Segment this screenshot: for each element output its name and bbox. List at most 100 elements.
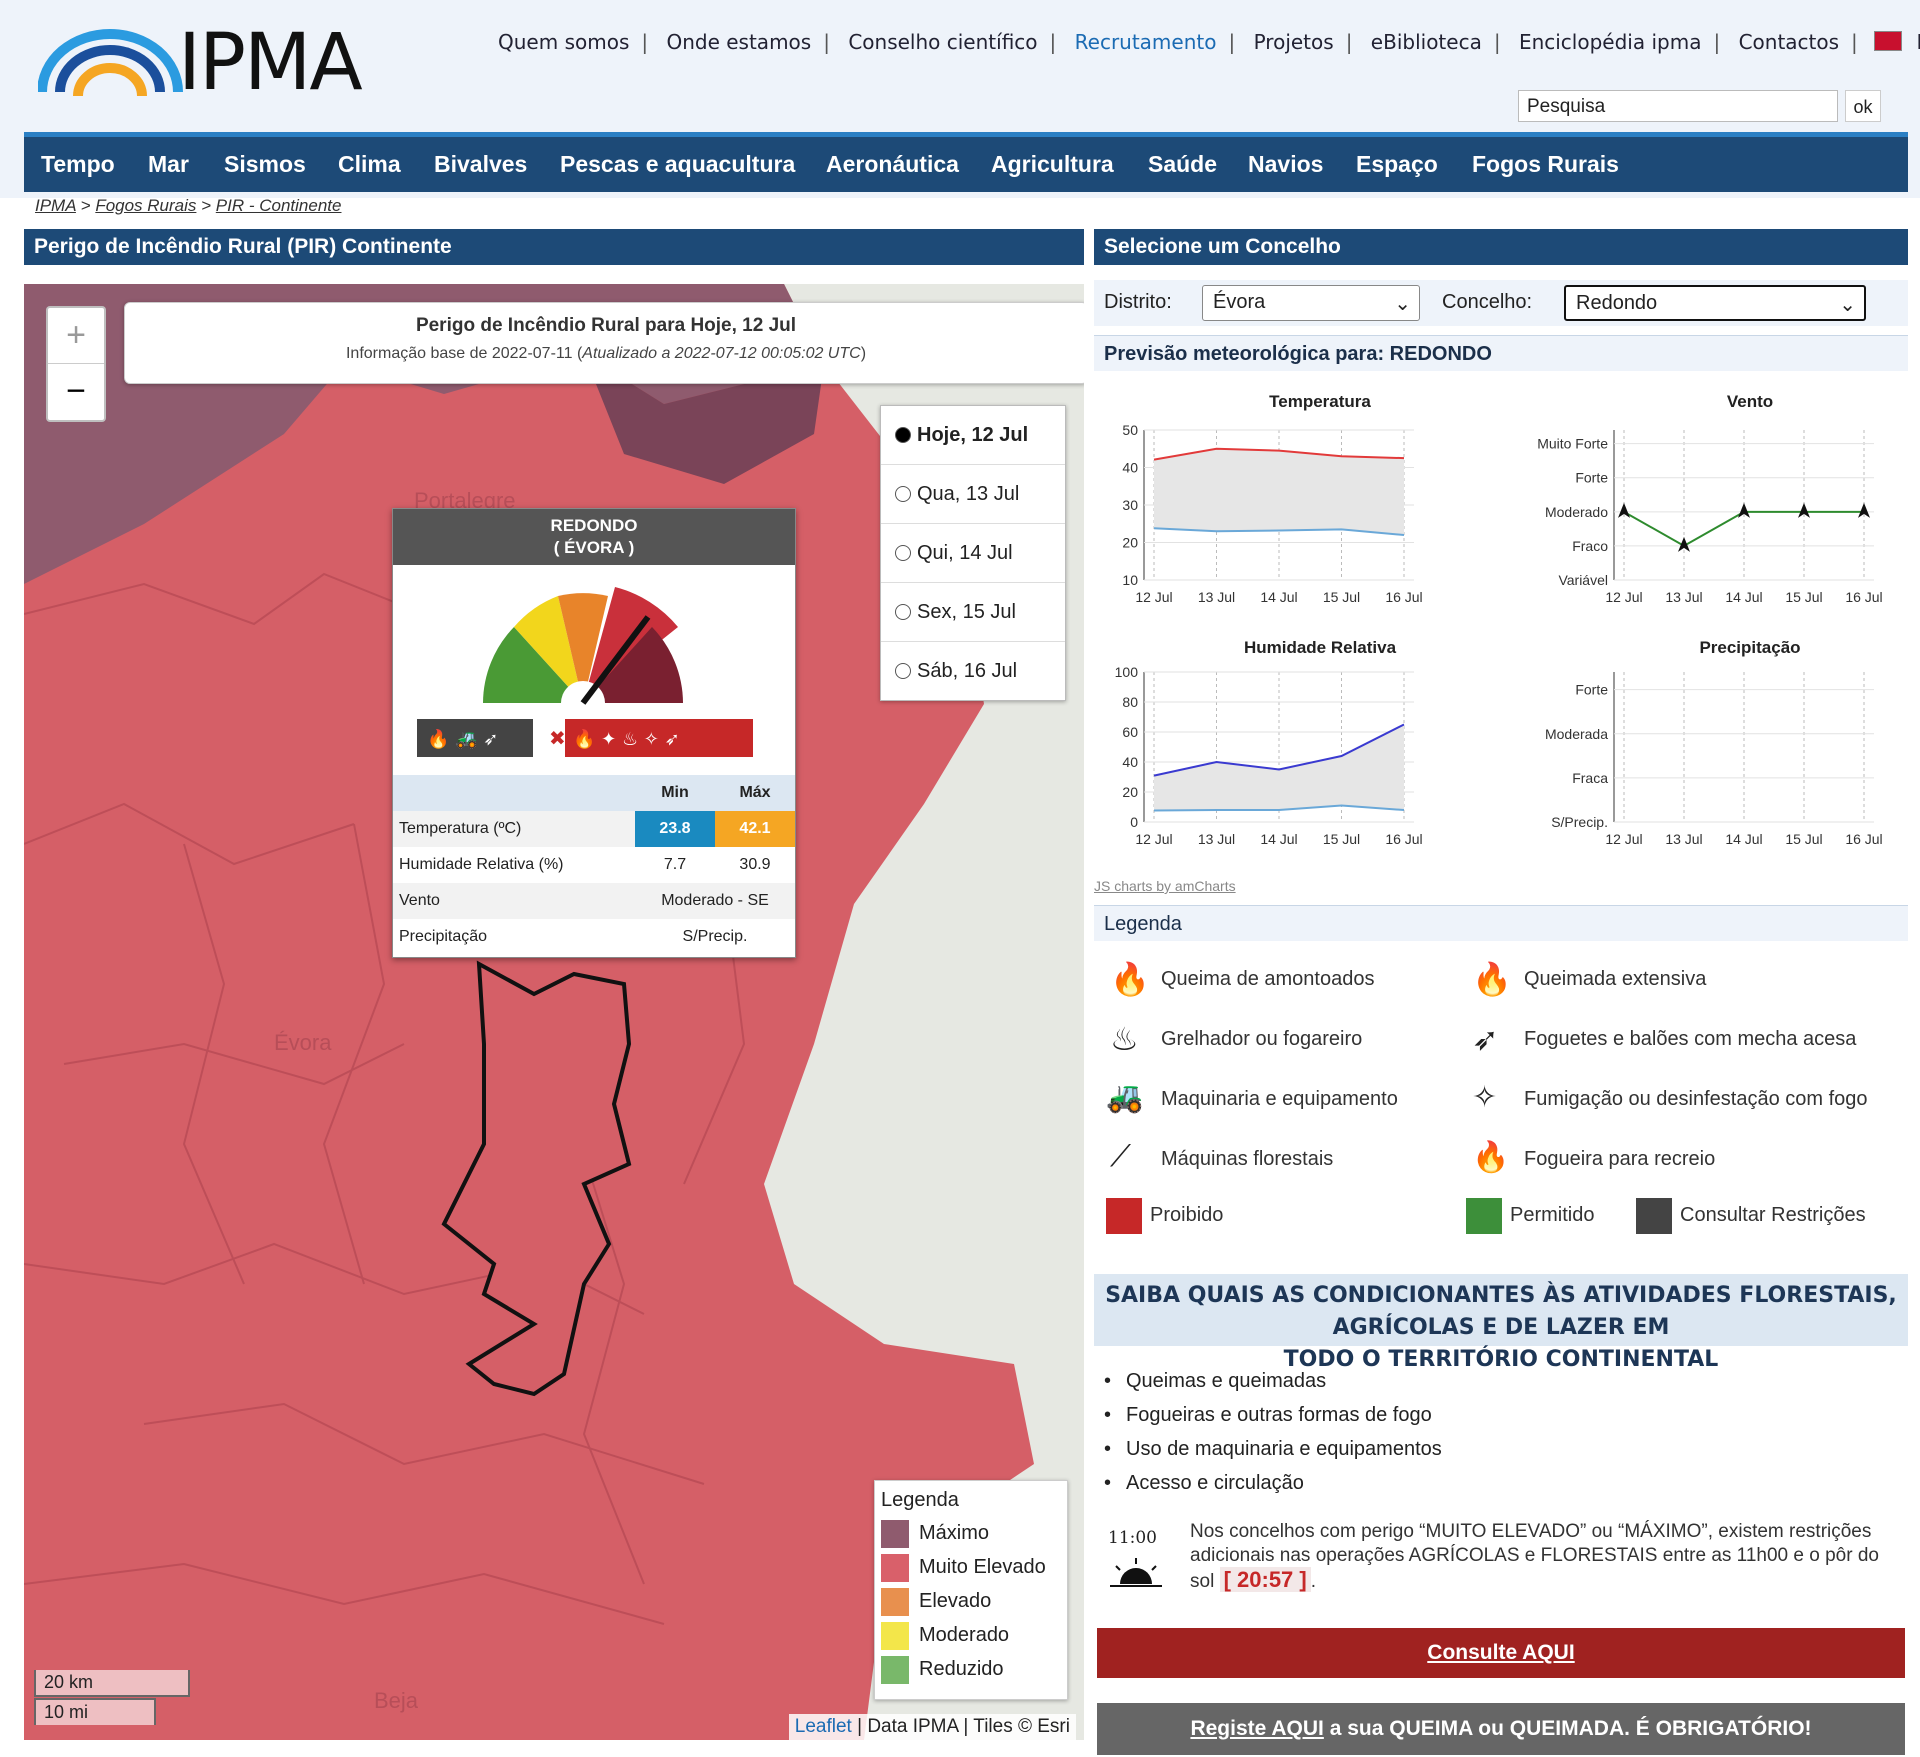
bullet-item[interactable]: Fogueiras e outras formas de fogo [1104, 1404, 1432, 1427]
nav-aeronautica[interactable]: Aeronáutica [826, 151, 959, 177]
x-tick-label: 16 Jul [1385, 831, 1422, 847]
nav-bivalves[interactable]: Bivalves [434, 151, 528, 177]
nav-fogos-rurais[interactable]: Fogos Rurais [1472, 151, 1619, 177]
nav-agricultura[interactable]: Agricultura [991, 151, 1114, 177]
bullet-item[interactable]: Acesso e circulação [1104, 1472, 1304, 1495]
nav-mar[interactable]: Mar [148, 151, 189, 177]
nav-sismos[interactable]: Sismos [224, 151, 306, 177]
radio-icon [895, 486, 911, 502]
wind-arrow-icon [1678, 536, 1690, 552]
fumigation-icon: ✧ [1472, 1081, 1498, 1114]
svg-text:🔥 🚜 ➶: 🔥 🚜 ➶ [427, 728, 498, 750]
x-tick-label: 13 Jul [1198, 589, 1235, 605]
consulte-button[interactable]: Consulte AQUI [1097, 1628, 1905, 1678]
link-enciclopedia[interactable]: Enciclopédia ipma [1518, 30, 1702, 54]
day-option[interactable]: Sex, 15 Jul [881, 583, 1065, 642]
x-tick-label: 13 Jul [1665, 831, 1702, 847]
series-line [1153, 447, 1405, 461]
zoom-control: + − [46, 306, 106, 422]
link-ebiblioteca[interactable]: eBiblioteca [1370, 30, 1482, 54]
nav-saude[interactable]: Saúde [1148, 151, 1218, 177]
registe-button[interactable]: Registe AQUI a sua QUEIMA ou QUEIMADA. É… [1097, 1703, 1905, 1755]
nav-clima[interactable]: Clima [338, 151, 401, 177]
x-tick-label: 14 Jul [1725, 831, 1762, 847]
sunset-icon [1110, 1558, 1162, 1587]
swatch-proibido [1106, 1198, 1142, 1234]
link-english[interactable]: English [1909, 30, 1920, 54]
x-tick-label: 14 Jul [1260, 589, 1297, 605]
y-tick-label: 40 [1122, 460, 1138, 476]
chevron-down-icon: ⌄ [1394, 293, 1411, 315]
x-tick-label: 12 Jul [1135, 831, 1172, 847]
clock-time: 11:00 [1108, 1528, 1157, 1548]
day-option[interactable]: Qui, 14 Jul [881, 524, 1065, 583]
legend-swatch-label: Consultar Restrições [1680, 1204, 1866, 1226]
campfire-icon: 🔥 [1472, 1141, 1510, 1174]
link-onde-estamos[interactable]: Onde estamos [666, 30, 812, 54]
sunset-time: [ 20:57 ] [1219, 1567, 1311, 1592]
legend-swatch-label: Proibido [1150, 1204, 1224, 1226]
wind-arrow-icon [1738, 502, 1750, 518]
breadcrumb: IPMA > Fogos Rurais > PIR - Continente [35, 196, 342, 215]
fire-risk-map[interactable]: Portalegre Évora Beja + − Perigo de Incê… [24, 284, 1084, 1740]
bullet-item[interactable]: Queimas e queimadas [1104, 1370, 1326, 1393]
link-projetos[interactable]: Projetos [1253, 30, 1334, 54]
y-tick-label: Forte [1575, 470, 1608, 486]
breadcrumb-pir[interactable]: PIR - Continente [215, 196, 342, 215]
breadcrumb-ipma[interactable]: IPMA [35, 196, 76, 215]
y-tick-label: 30 [1122, 497, 1138, 513]
day-selector: Hoje, 12 Jul Qua, 13 Jul Qui, 14 Jul Sex… [880, 405, 1066, 701]
scale-km: 20 km [34, 1670, 190, 1697]
link-conselho[interactable]: Conselho científico [848, 30, 1038, 54]
legend-row: Elevado [875, 1584, 1067, 1618]
search-input[interactable]: Pesquisa [1518, 90, 1838, 122]
x-tick-label: 15 Jul [1323, 831, 1360, 847]
zoom-out-button[interactable]: − [48, 363, 104, 419]
y-tick-label: 80 [1122, 694, 1138, 710]
concelho-select[interactable]: Redondo ⌄ [1564, 285, 1866, 321]
link-quem-somos[interactable]: Quem somos [498, 30, 630, 54]
logo-text[interactable]: IPMA [178, 18, 363, 108]
row-label: Vento [399, 892, 440, 909]
legend-item: Fumigação ou desinfestação com fogo [1524, 1088, 1868, 1110]
popup-header: REDONDO ( ÉVORA ) [393, 509, 795, 565]
swatch-consultar [1636, 1198, 1672, 1234]
row-label: Temperatura (ºC) [399, 820, 522, 837]
top-links: Quem somos | Onde estamos | Conselho cient… [490, 30, 1920, 60]
x-tick-label: 16 Jul [1845, 589, 1882, 605]
nav-navios[interactable]: Navios [1248, 151, 1324, 177]
nav-tempo[interactable]: Tempo [41, 151, 115, 177]
radio-icon [895, 604, 911, 620]
leaflet-link[interactable]: Leaflet [794, 1716, 852, 1737]
day-option[interactable]: Qua, 13 Jul [881, 465, 1065, 524]
legend-item: Máquinas florestais [1161, 1148, 1334, 1170]
day-option[interactable]: Sáb, 16 Jul [881, 642, 1065, 700]
radio-icon [895, 663, 911, 679]
precip-value: S/Precip. [682, 928, 748, 945]
y-tick-label: Moderado [1545, 504, 1608, 520]
bullet-item[interactable]: Uso de maquinaria e equipamentos [1104, 1438, 1442, 1461]
series-line [1153, 527, 1405, 536]
legend-row: Moderado [875, 1618, 1067, 1652]
x-tick-label: 15 Jul [1785, 831, 1822, 847]
ipma-logo-icon[interactable] [38, 22, 358, 102]
chart-title-precipitacao: Precipitação [1699, 638, 1801, 657]
x-tick-label: 16 Jul [1385, 589, 1422, 605]
search-button[interactable]: ok [1845, 90, 1881, 122]
nav-espaco[interactable]: Espaço [1356, 151, 1438, 177]
zoom-in-button[interactable]: + [66, 316, 86, 354]
legend-item: Foguetes e balões com mecha acesa [1524, 1028, 1857, 1050]
svg-text:🔥 ✦ ♨ ✧ ➶: 🔥 ✦ ♨ ✧ ➶ [573, 728, 680, 750]
nav-pescas[interactable]: Pescas e aquacultura [560, 151, 796, 177]
label-evora: Évora [274, 1030, 332, 1055]
link-recrutamento[interactable]: Recrutamento [1074, 30, 1217, 54]
day-option[interactable]: Hoje, 12 Jul [881, 406, 1065, 465]
charts-credit[interactable]: JS charts by amCharts [1094, 878, 1236, 894]
right-panel-title: Selecione um Concelho [1094, 229, 1908, 265]
link-contactos[interactable]: Contactos [1738, 30, 1840, 54]
x-tick-label: 12 Jul [1135, 589, 1172, 605]
distrito-select[interactable]: Évora ⌄ [1202, 285, 1420, 321]
breadcrumb-fogos[interactable]: Fogos Rurais [95, 196, 197, 215]
y-tick-label: Fraca [1572, 770, 1608, 786]
y-tick-label: Muito Forte [1537, 436, 1608, 452]
